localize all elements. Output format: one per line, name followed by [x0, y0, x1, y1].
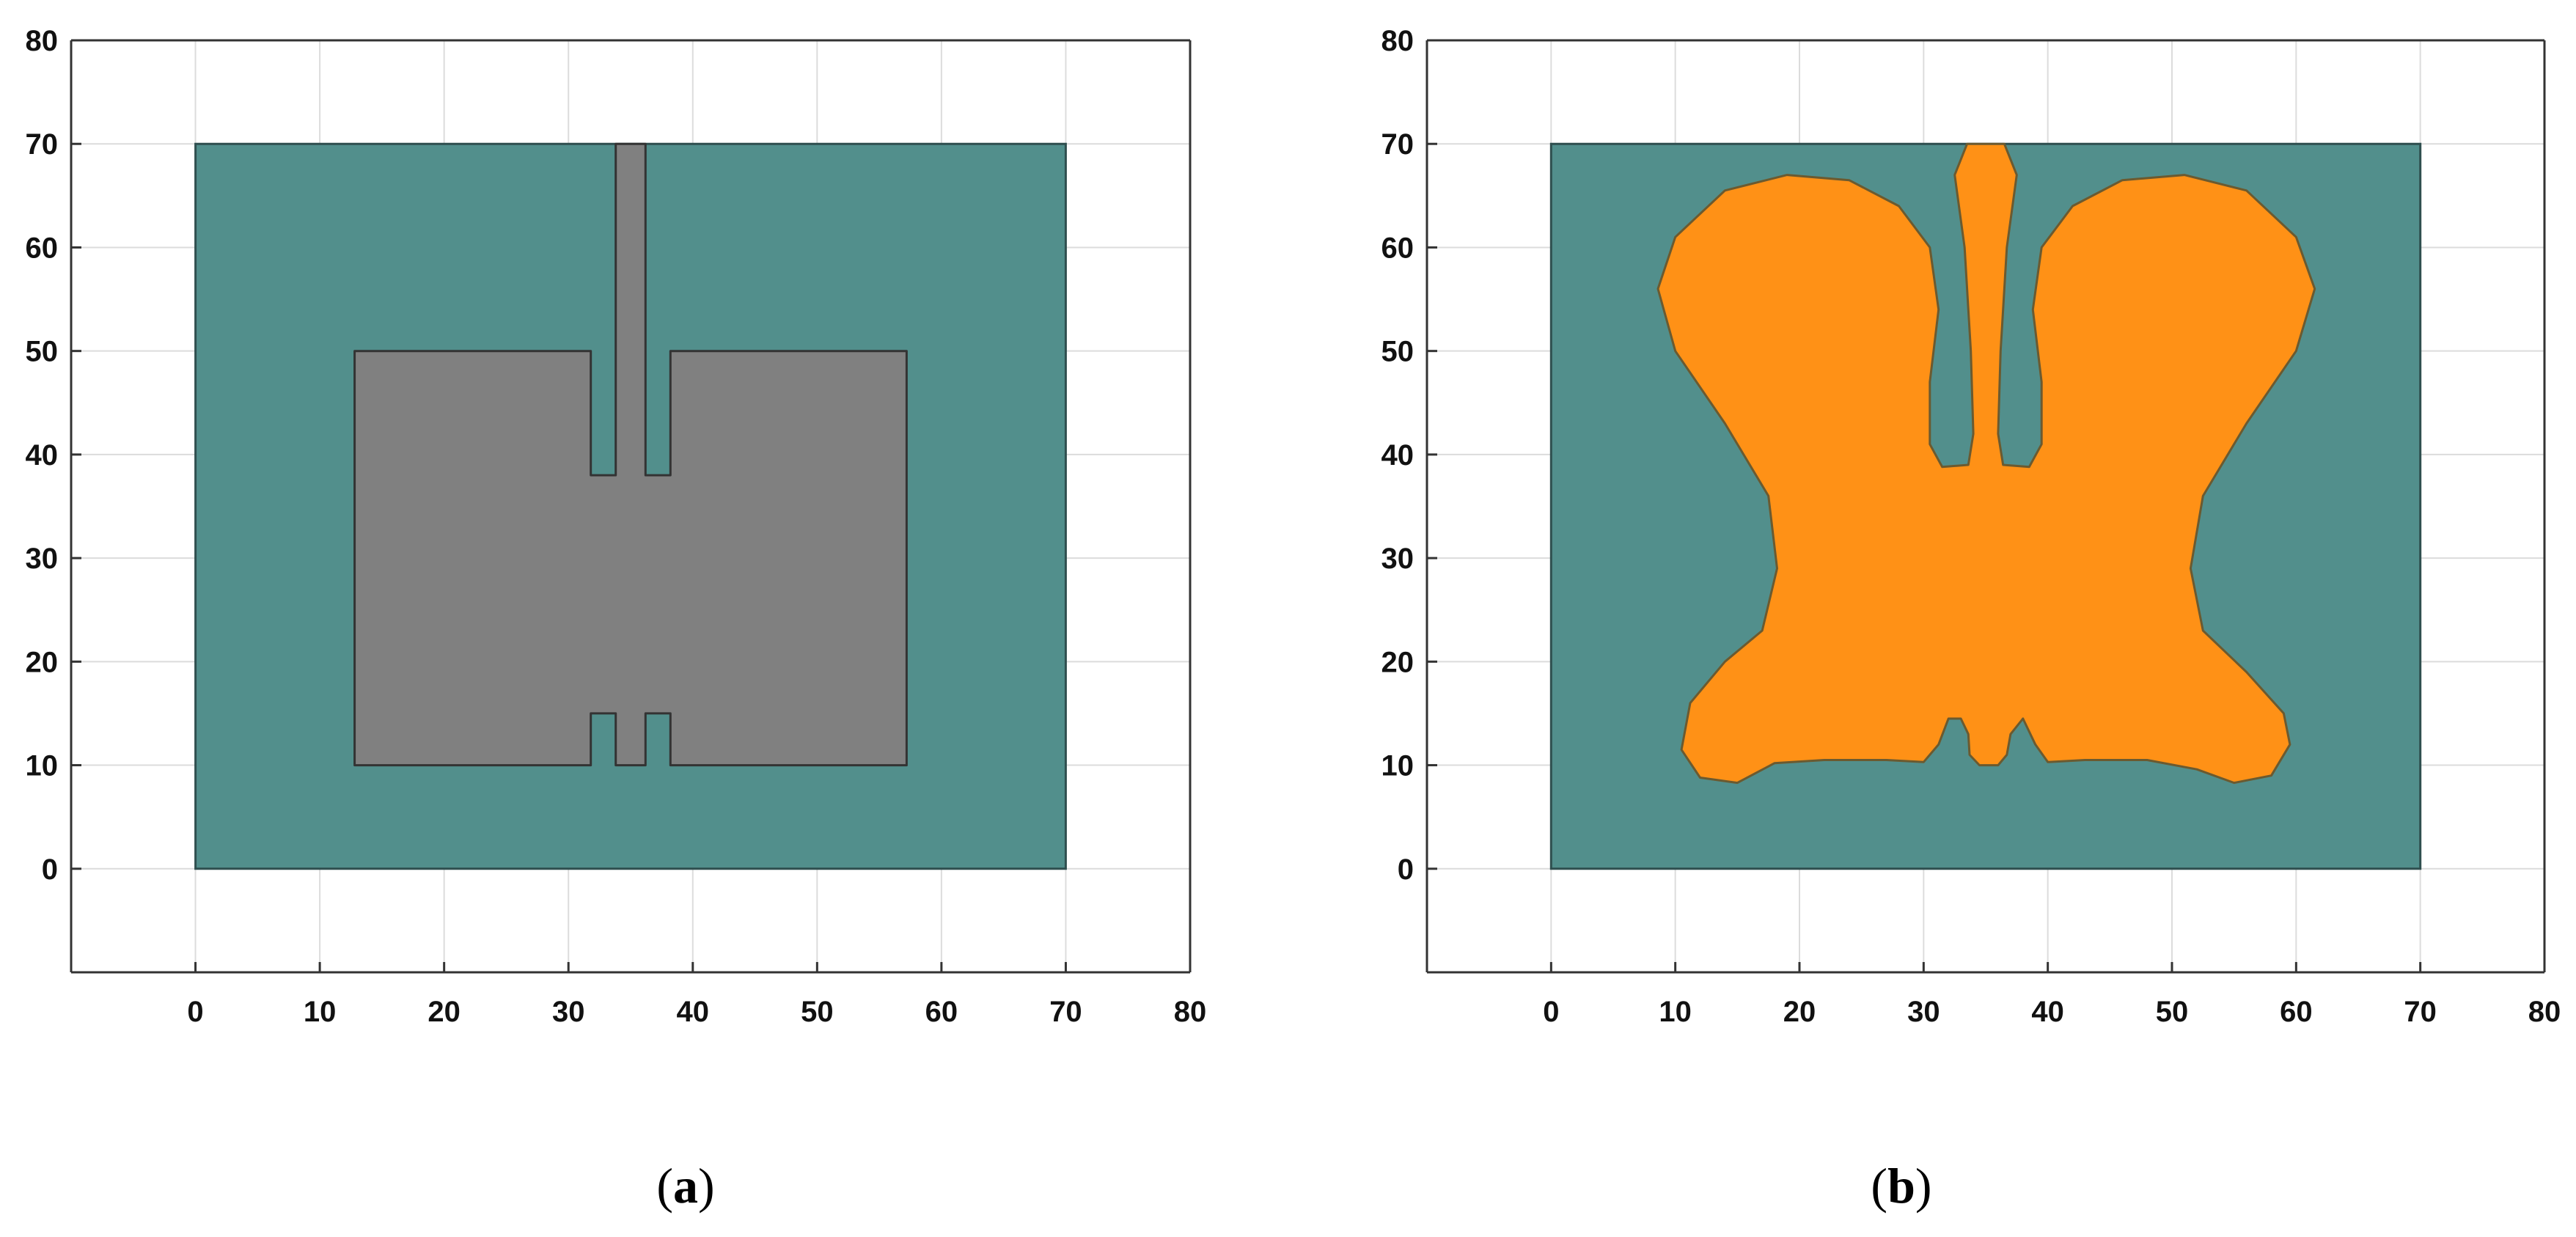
panel-b-y-tick-label-60: 60	[1381, 232, 1414, 264]
panel-a-y-tick-label-70: 70	[26, 128, 59, 161]
panel-a-x-tick-label-30: 30	[552, 996, 585, 1028]
panel-b-y-tick-label-0: 0	[1398, 854, 1414, 886]
panel-a-y-ticks: 0 10 20 30 40 50 60 70 80	[26, 25, 81, 886]
panel-b-x-tick-label-30: 30	[1907, 996, 1940, 1028]
panel-a-x-tick-label-20: 20	[428, 996, 460, 1028]
panel-a-y-tick-label-30: 30	[26, 543, 59, 575]
panel-a-y-tick-label-40: 40	[26, 439, 59, 471]
panel-b-x-tick-label-50: 50	[2156, 996, 2189, 1028]
panel-a-x-tick-label-80: 80	[1174, 996, 1207, 1028]
panel-a-y-tick-label-10: 10	[26, 750, 59, 782]
panel-a-x-tick-label-50: 50	[801, 996, 834, 1028]
panel-a-caption-letter: a	[673, 1158, 698, 1214]
panel-b-y-tick-label-50: 50	[1381, 336, 1414, 368]
panel-b-y-tick-label-40: 40	[1381, 439, 1414, 471]
panel-b-caption: (b)	[1871, 1158, 1931, 1214]
panel-b-x-tick-label-20: 20	[1783, 996, 1816, 1028]
panel-b-x-tick-label-60: 60	[2280, 996, 2313, 1028]
panel-b-x-tick-label-70: 70	[2404, 996, 2437, 1028]
panel-a: 0 10 20 30 40 50 60 70 80 0 10 20 30 40 50 60 70 80 (a)	[26, 25, 1207, 1214]
panel-a-y-tick-label-20: 20	[26, 646, 59, 678]
panel-b-x-tick-label-10: 10	[1659, 996, 1692, 1028]
panel-b-x-tick-label-40: 40	[2031, 996, 2064, 1028]
panel-b-y-tick-label-20: 20	[1381, 646, 1414, 678]
panel-b-caption-letter: b	[1887, 1158, 1915, 1214]
panel-b: 0 10 20 30 40 50 60 70 80 0 10 20 30 40 50 60 70 80 (b)	[1381, 25, 2561, 1214]
panel-a-axes	[70, 39, 1192, 974]
panel-a-x-tick-label-0: 0	[187, 996, 203, 1028]
panel-b-x-tick-label-80: 80	[2528, 996, 2561, 1028]
panel-a-x-tick-label-10: 10	[304, 996, 337, 1028]
panel-a-x-tick-label-60: 60	[925, 996, 958, 1028]
panel-b-y-tick-label-10: 10	[1381, 750, 1414, 782]
panel-a-x-tick-label-40: 40	[677, 996, 710, 1028]
panel-b-patch-butterfly	[1656, 142, 2316, 785]
panel-b-y-tick-label-30: 30	[1381, 543, 1414, 575]
panel-b-x-ticks: 0 10 20 30 40 50 60 70 80	[1543, 962, 2561, 1028]
panel-a-x-tick-label-70: 70	[1049, 996, 1082, 1028]
panel-b-y-tick-label-70: 70	[1381, 128, 1414, 161]
panel-b-y-ticks: 0 10 20 30 40 50 60 70 80	[1381, 25, 1437, 886]
panel-a-x-ticks: 0 10 20 30 40 50 60 70 80	[187, 962, 1206, 1028]
panel-a-y-tick-label-60: 60	[26, 232, 59, 264]
panel-b-y-tick-label-80: 80	[1381, 25, 1414, 57]
panel-a-y-tick-label-80: 80	[26, 25, 59, 57]
panel-a-caption: (a)	[656, 1158, 714, 1214]
panel-b-x-tick-label-0: 0	[1543, 996, 1559, 1028]
panel-a-y-tick-label-50: 50	[26, 336, 59, 368]
panel-b-axes	[1425, 39, 2546, 974]
panel-a-patch-slotted-rectangle	[353, 142, 908, 767]
panel-a-y-tick-label-0: 0	[42, 854, 58, 886]
